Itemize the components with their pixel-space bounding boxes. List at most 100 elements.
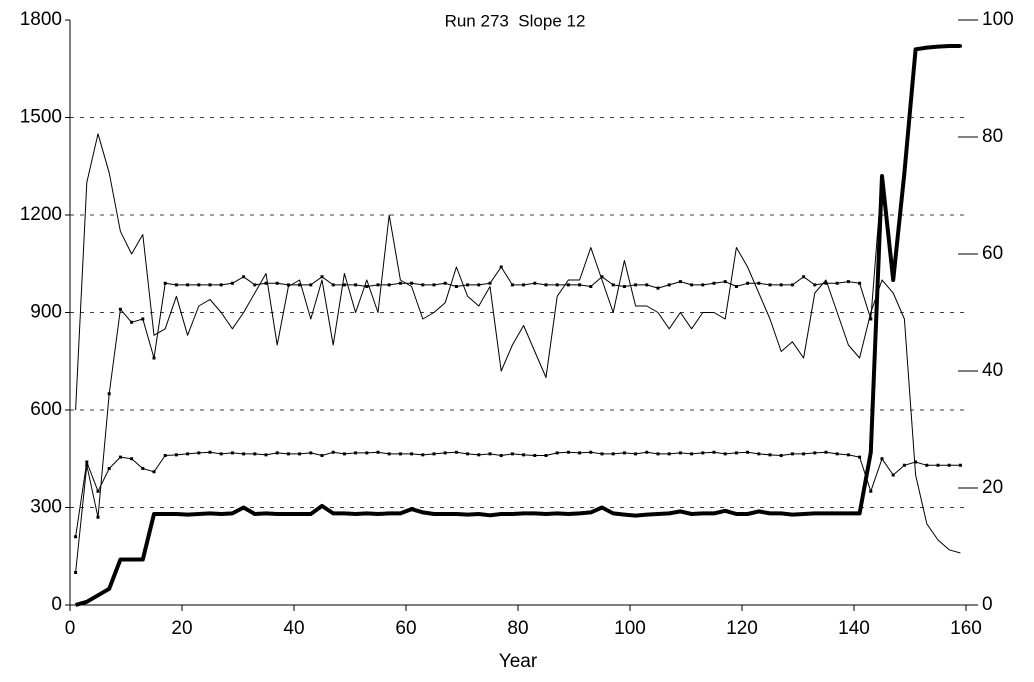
marker [342, 283, 346, 287]
x-tick-label: 80 [507, 618, 528, 639]
marker [600, 275, 604, 279]
marker [432, 283, 436, 287]
marker [757, 452, 761, 456]
marker [701, 451, 705, 455]
marker [186, 452, 190, 456]
marker [230, 281, 234, 285]
series-line [75, 44, 961, 607]
marker [421, 283, 425, 287]
marker [902, 171, 906, 175]
marker [768, 453, 772, 457]
marker [589, 450, 593, 454]
marker [286, 283, 290, 287]
marker [331, 283, 335, 287]
marker [163, 281, 167, 285]
y-tick-label: 1500 [20, 107, 62, 128]
y2-tick-label: 80 [982, 126, 1003, 147]
marker [298, 283, 302, 287]
marker [354, 283, 358, 287]
marker [387, 452, 391, 456]
series-line [75, 451, 961, 537]
marker [802, 275, 806, 279]
marker [902, 463, 906, 467]
marker [734, 285, 738, 288]
marker [589, 285, 593, 288]
marker [354, 451, 358, 455]
marker [242, 452, 246, 456]
marker [544, 283, 548, 287]
marker [466, 283, 470, 287]
marker [499, 265, 503, 269]
marker [925, 46, 929, 50]
marker [331, 450, 335, 454]
marker [152, 470, 156, 474]
marker [869, 317, 873, 321]
marker [454, 450, 458, 454]
marker [466, 452, 470, 456]
marker [936, 45, 940, 49]
marker [264, 281, 268, 285]
marker [376, 283, 380, 287]
marker [320, 275, 324, 279]
y-tick-label: 600 [30, 399, 62, 420]
marker [645, 450, 649, 454]
marker [712, 450, 716, 454]
marker [779, 283, 783, 287]
marker [107, 392, 111, 396]
y-tick-label: 300 [30, 497, 62, 518]
marker [566, 283, 570, 287]
y-tick-label: 0 [51, 594, 62, 615]
marker [376, 450, 380, 454]
marker [118, 307, 122, 311]
marker [74, 571, 78, 574]
x-tick-label: 100 [614, 618, 646, 639]
marker [74, 535, 78, 539]
marker [421, 453, 425, 457]
marker [813, 451, 817, 455]
marker [835, 281, 839, 285]
marker [678, 451, 682, 455]
marker [264, 453, 268, 457]
marker [611, 283, 615, 287]
marker [96, 515, 100, 519]
x-tick-label: 120 [726, 618, 758, 639]
marker [958, 463, 962, 467]
marker [914, 460, 918, 464]
marker [219, 452, 223, 456]
marker [387, 283, 391, 287]
marker [578, 451, 582, 455]
marker [858, 455, 862, 459]
marker [208, 283, 212, 287]
marker [510, 452, 514, 456]
marker [275, 451, 279, 455]
marker [365, 451, 369, 455]
marker [723, 280, 727, 284]
marker [253, 452, 257, 456]
marker [454, 285, 458, 288]
marker [925, 463, 929, 467]
y2-tick-label: 60 [982, 243, 1003, 264]
marker [208, 450, 212, 454]
marker [645, 283, 649, 287]
x-tick-label: 0 [65, 618, 76, 639]
marker [802, 452, 806, 456]
marker [410, 281, 414, 285]
x-tick-label: 40 [283, 618, 304, 639]
marker [914, 47, 918, 51]
marker [746, 281, 750, 285]
marker [712, 281, 716, 285]
marker [163, 454, 167, 457]
marker [634, 283, 638, 287]
y-tick-label: 1800 [20, 9, 62, 30]
marker [533, 281, 537, 285]
marker [174, 283, 178, 287]
marker [230, 451, 234, 455]
marker [85, 460, 89, 464]
marker [432, 452, 436, 456]
marker [96, 489, 100, 493]
marker [723, 452, 727, 456]
marker [197, 451, 201, 455]
y2-tick-label: 0 [982, 594, 993, 615]
marker [477, 453, 481, 457]
